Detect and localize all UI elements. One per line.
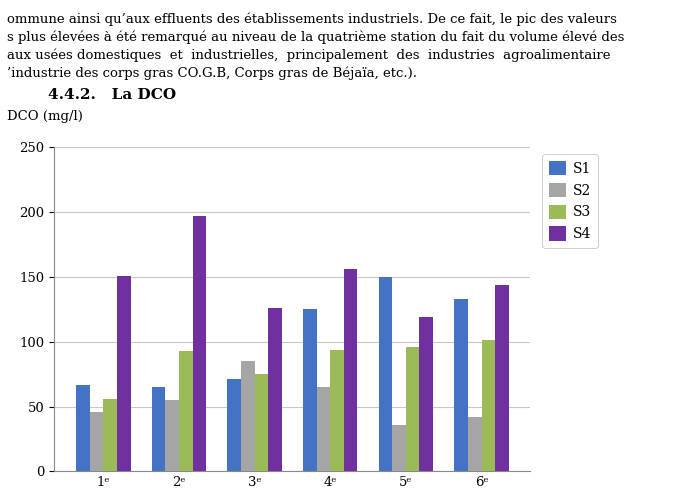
Bar <box>420 317 433 471</box>
Text: ommune ainsi qu’aux effluents des établissements industriels. De ce fait, le pic: ommune ainsi qu’aux effluents des établi… <box>7 12 617 26</box>
Bar <box>179 351 192 471</box>
Bar <box>344 269 358 471</box>
Bar <box>241 361 254 471</box>
Bar <box>481 340 495 471</box>
Bar <box>227 380 241 471</box>
Bar <box>454 299 468 471</box>
Bar <box>192 216 206 471</box>
Bar <box>330 350 344 471</box>
Bar <box>152 387 165 471</box>
Bar <box>103 399 117 471</box>
Bar <box>317 387 330 471</box>
Bar <box>117 275 131 471</box>
Legend: S1, S2, S3, S4: S1, S2, S3, S4 <box>542 154 598 248</box>
Bar <box>379 277 392 471</box>
Bar <box>392 425 406 471</box>
Bar <box>406 347 420 471</box>
Bar <box>254 374 268 471</box>
Bar <box>303 309 317 471</box>
Bar <box>268 308 282 471</box>
Bar <box>468 417 481 471</box>
Text: ’industrie des corps gras CO.G.B, Corps gras de Béjaïa, etc.).: ’industrie des corps gras CO.G.B, Corps … <box>7 67 417 80</box>
Bar <box>76 384 90 471</box>
Text: 4.4.2.   La DCO: 4.4.2. La DCO <box>48 88 175 103</box>
Text: aux usées domestiques  et  industrielles,  principalement  des  industries  agro: aux usées domestiques et industrielles, … <box>7 49 611 62</box>
Text: s plus élevées à été remarqué au niveau de la quatrième station du fait du volum: s plus élevées à été remarqué au niveau … <box>7 30 624 44</box>
Bar <box>495 285 509 471</box>
Bar <box>90 412 103 471</box>
Bar <box>165 400 179 471</box>
Text: DCO (mg/l): DCO (mg/l) <box>7 110 83 123</box>
